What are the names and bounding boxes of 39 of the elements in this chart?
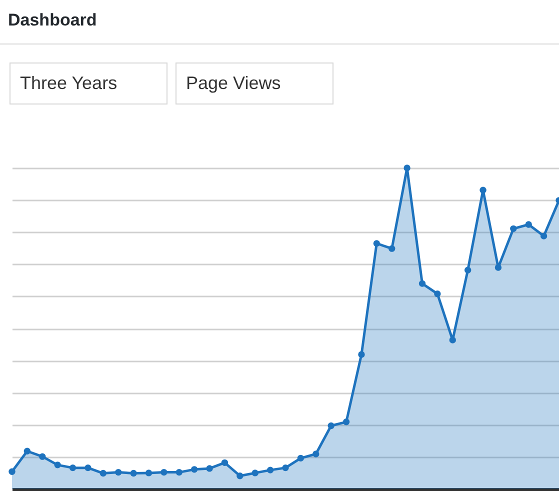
point <box>160 468 168 476</box>
point <box>252 470 258 476</box>
text: Three Years <box>20 73 118 93</box>
point <box>312 450 320 458</box>
point <box>236 472 244 480</box>
point <box>297 454 304 462</box>
point <box>115 468 122 476</box>
point <box>54 462 61 468</box>
point <box>282 464 289 472</box>
point <box>69 464 76 472</box>
point <box>24 448 31 454</box>
text: Page Views <box>186 73 281 93</box>
point <box>100 470 107 477</box>
point <box>266 466 274 474</box>
point <box>328 422 334 430</box>
chart-title: Dashboard <box>8 10 97 30</box>
point <box>510 225 517 232</box>
point <box>494 264 502 271</box>
point <box>373 240 380 247</box>
point <box>8 468 16 476</box>
point <box>84 464 92 472</box>
point <box>221 459 228 466</box>
point <box>39 453 46 460</box>
point <box>145 470 152 476</box>
point <box>358 351 365 358</box>
point <box>464 266 472 274</box>
point <box>540 232 548 240</box>
point <box>130 470 137 477</box>
point <box>434 290 441 298</box>
point <box>449 336 456 344</box>
point <box>176 468 182 476</box>
point <box>206 465 213 472</box>
point <box>525 221 532 228</box>
point <box>404 164 410 172</box>
point <box>190 466 198 473</box>
point <box>388 245 396 252</box>
point <box>480 186 486 194</box>
point <box>418 280 426 287</box>
point <box>342 418 350 426</box>
